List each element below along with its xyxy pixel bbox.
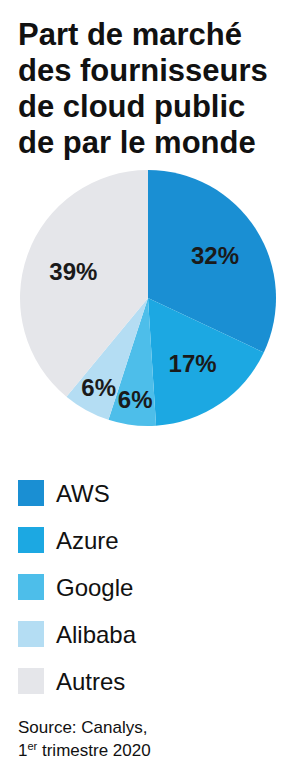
data-labels: 32% 17% 6%6% 39% [49,242,239,413]
legend-swatch [18,621,44,647]
legend-swatch [18,480,44,506]
source: 1er trimestre 2020 [18,740,151,760]
title-line: de par le monde [18,125,256,160]
legend-swatch [18,668,44,694]
legend-label: Alibaba [56,621,137,648]
slice [20,170,148,397]
pie [20,170,276,426]
legend-swatch [18,527,44,553]
legend-swatch [18,574,44,600]
data-label: 32% [191,242,239,269]
source: Source: Canalys, [18,718,147,737]
legend-label: Autres [56,668,125,695]
title-line: des fournisseurs [18,53,268,88]
chart: Part de marchédes fournisseursde cloud p… [0,0,295,769]
legend-label: Azure [56,527,119,554]
data-label: 6% [81,374,116,401]
legend: AWS Azure Google Alibaba Autres [18,480,137,695]
title: Part de marchédes fournisseursde cloud p… [18,17,268,160]
data-label: 6% [118,386,153,413]
data-label: 17% [169,350,217,377]
title-line: Part de marché [18,17,242,52]
legend-label: AWS [56,480,110,507]
slice [148,298,264,426]
title-line: de cloud public [18,89,245,124]
data-label: 39% [49,258,97,285]
legend-label: Google [56,574,133,601]
